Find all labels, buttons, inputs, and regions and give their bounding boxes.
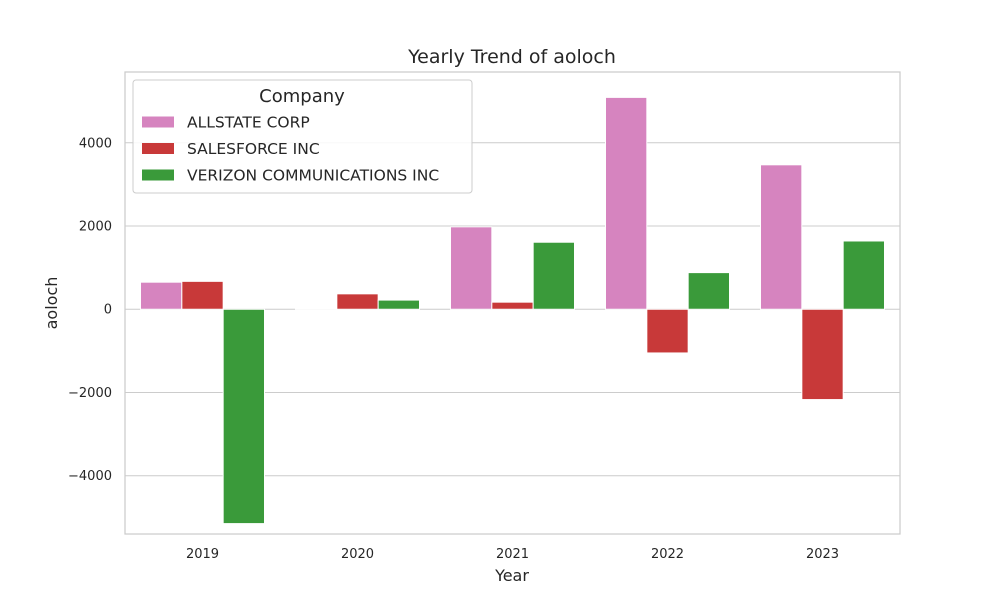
bar bbox=[491, 301, 534, 310]
legend-box bbox=[132, 79, 473, 194]
x-tick-label: 2019 bbox=[186, 547, 219, 562]
bar bbox=[532, 241, 576, 310]
bar bbox=[377, 299, 420, 310]
y-axis-label: aoloch bbox=[42, 277, 61, 330]
legend-swatch bbox=[142, 169, 174, 181]
legend-label: SALESFORCE INC bbox=[187, 140, 320, 158]
bar bbox=[295, 308, 338, 310]
bars bbox=[140, 96, 886, 525]
legend-label: ALLSTATE CORP bbox=[187, 114, 310, 132]
legend-swatch bbox=[142, 116, 174, 128]
bar bbox=[842, 240, 886, 310]
y-tick-label: 2000 bbox=[79, 220, 112, 235]
legend-entry: SALESFORCE INC bbox=[142, 140, 320, 158]
y-tick-label: 4000 bbox=[79, 136, 112, 151]
y-tick-label: 0 bbox=[104, 303, 112, 318]
x-tick-label: 2023 bbox=[806, 547, 839, 562]
legend-swatch bbox=[142, 143, 174, 154]
bar bbox=[181, 280, 224, 310]
bar bbox=[336, 293, 379, 310]
y-tick-label: −2000 bbox=[68, 386, 112, 401]
legend-entry: ALLSTATE CORP bbox=[142, 114, 310, 132]
legend-title: Company bbox=[259, 86, 345, 107]
y-tick-labels: −4000 −2000 0 2000 4000 bbox=[68, 136, 112, 484]
bar bbox=[222, 308, 266, 525]
bar bbox=[450, 226, 493, 310]
chart-title: Yearly Trend of aoloch bbox=[407, 46, 616, 68]
bar bbox=[140, 281, 183, 310]
bar bbox=[605, 96, 648, 310]
x-tick-labels: 2019 2020 2021 2022 2023 bbox=[186, 547, 839, 562]
x-tick-label: 2020 bbox=[341, 547, 374, 562]
legend: Company ALLSTATE CORP SALESFORCE INC VERIZ… bbox=[132, 79, 473, 194]
bar bbox=[646, 308, 689, 354]
bar bbox=[801, 308, 844, 401]
legend-entry: VERIZON COMMUNICATIONS INC bbox=[142, 167, 439, 185]
x-tick-label: 2021 bbox=[496, 547, 529, 562]
x-axis-label: Year bbox=[494, 566, 529, 585]
legend-label: VERIZON COMMUNICATIONS INC bbox=[187, 167, 439, 185]
x-tick-label: 2022 bbox=[651, 547, 684, 562]
y-tick-label: −4000 bbox=[68, 469, 112, 484]
plot-frame bbox=[124, 71, 901, 535]
bar bbox=[760, 164, 803, 310]
bar bbox=[687, 272, 731, 310]
legend-entries: ALLSTATE CORP SALESFORCE INC VERIZON COMMU… bbox=[142, 114, 439, 185]
